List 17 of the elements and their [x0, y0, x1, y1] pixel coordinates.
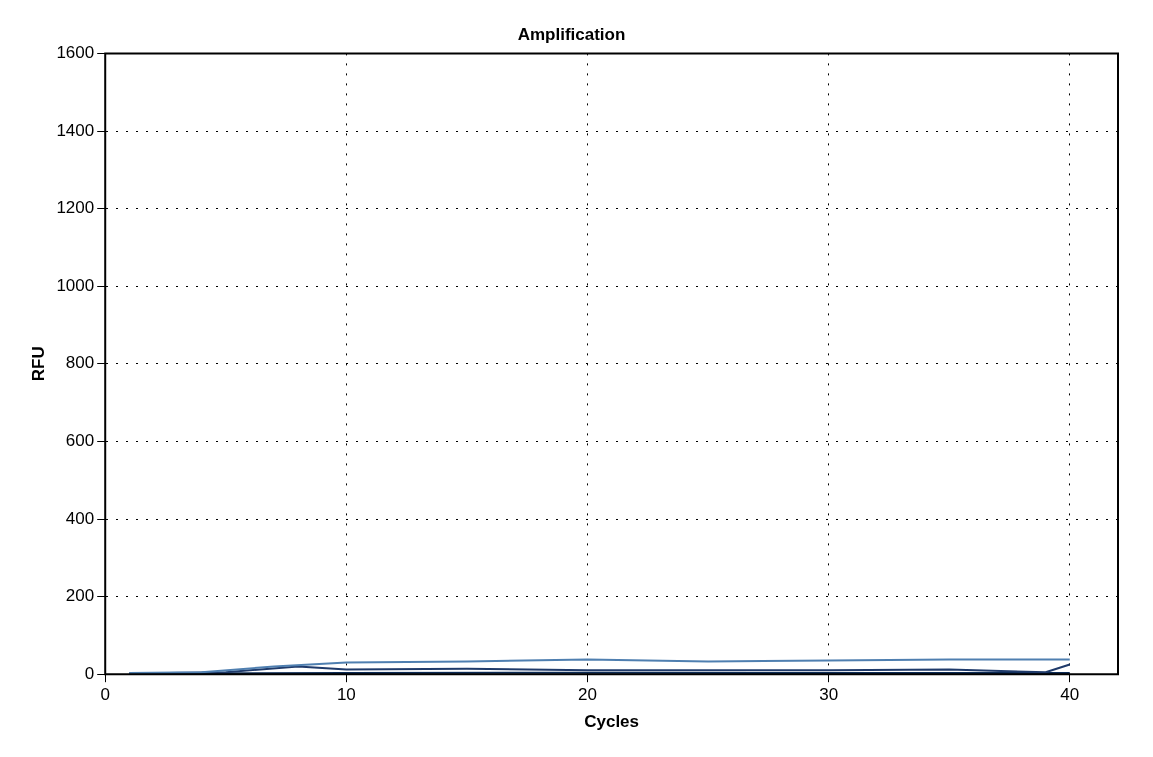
x-tick-label: 30: [819, 685, 839, 705]
x-tick-label: 0: [100, 685, 110, 705]
x-tick-label: 20: [578, 685, 597, 705]
y-tick-label: 1200: [56, 198, 95, 218]
y-tick-label: 1600: [56, 43, 95, 63]
chart-title: Amplification: [517, 24, 626, 44]
x-axis-title: Cycles: [584, 712, 640, 732]
y-tick-label: 600: [65, 431, 95, 451]
y-tick-label: 1000: [56, 275, 95, 295]
y-tick-label: 800: [65, 353, 95, 373]
y-tick-label: 0: [84, 663, 95, 683]
y-axis-title: RFU: [28, 346, 48, 382]
x-tick-label: 40: [1060, 685, 1080, 705]
x-tick-label: 10: [336, 685, 356, 705]
y-tick-label: 400: [65, 508, 95, 528]
y-tick-label: 200: [65, 586, 95, 606]
y-tick-label: 1400: [56, 120, 95, 140]
